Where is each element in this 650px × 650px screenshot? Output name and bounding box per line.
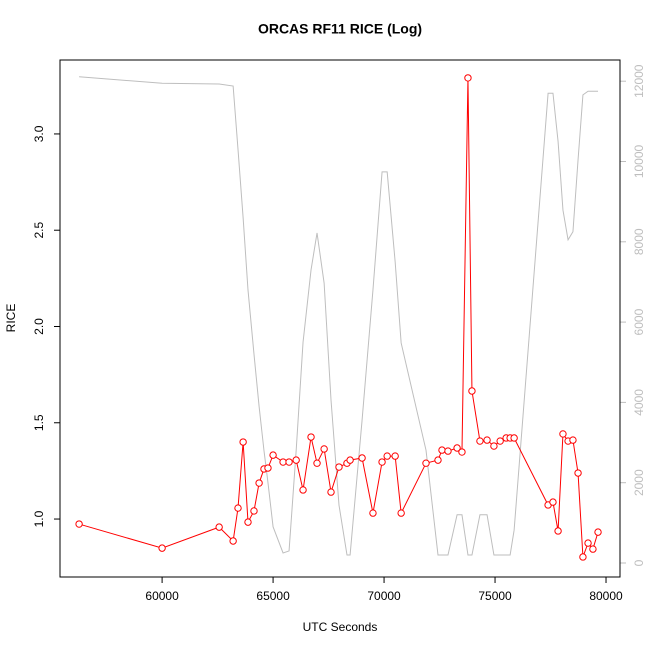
data-point bbox=[215, 523, 223, 531]
y2-tick-label: 4000 bbox=[632, 389, 646, 416]
y2-tick-label: 2000 bbox=[632, 469, 646, 496]
data-point bbox=[397, 509, 405, 517]
data-point bbox=[369, 509, 377, 517]
data-point bbox=[264, 464, 272, 472]
data-point bbox=[239, 438, 247, 446]
data-point bbox=[358, 454, 366, 462]
data-point bbox=[158, 544, 166, 552]
x-tick-label: 80000 bbox=[589, 589, 623, 603]
x-tick-label: 75000 bbox=[478, 589, 512, 603]
data-point bbox=[335, 463, 343, 471]
data-point bbox=[313, 459, 321, 467]
x-tick-label: 60000 bbox=[145, 589, 179, 603]
plot-frame bbox=[59, 59, 621, 578]
data-point bbox=[569, 436, 577, 444]
y-tick-label: 1.5 bbox=[32, 414, 46, 431]
data-point bbox=[299, 486, 307, 494]
y-tick-label: 2.0 bbox=[32, 318, 46, 335]
data-point bbox=[307, 433, 315, 441]
data-point bbox=[244, 518, 252, 526]
data-point bbox=[229, 537, 237, 545]
data-point bbox=[320, 445, 328, 453]
data-point bbox=[510, 434, 518, 442]
data-point bbox=[438, 446, 446, 454]
data-point bbox=[292, 456, 300, 464]
data-point bbox=[589, 545, 597, 553]
y-tick-label: 2.5 bbox=[32, 222, 46, 239]
y2-tick-label: 12000 bbox=[632, 64, 646, 98]
data-point bbox=[496, 437, 504, 445]
y2-tick-label: 6000 bbox=[632, 308, 646, 335]
y-axis-title: RICE bbox=[4, 304, 18, 333]
x-tick-label: 70000 bbox=[367, 589, 401, 603]
data-point bbox=[549, 498, 557, 506]
series-line bbox=[79, 76, 599, 556]
data-point bbox=[490, 442, 498, 450]
data-point bbox=[422, 459, 430, 467]
chart-title: ORCAS RF11 RICE (Log) bbox=[258, 21, 422, 37]
series-line bbox=[78, 77, 599, 558]
data-point bbox=[476, 437, 484, 445]
data-point bbox=[391, 452, 399, 460]
x-axis-title: UTC Seconds bbox=[303, 620, 378, 634]
data-point bbox=[464, 74, 472, 82]
data-point bbox=[434, 456, 442, 464]
data-point bbox=[250, 507, 258, 515]
data-point bbox=[458, 448, 466, 456]
data-point bbox=[468, 387, 476, 395]
y-tick-label: 3.0 bbox=[32, 125, 46, 142]
data-point bbox=[75, 520, 83, 528]
data-point bbox=[453, 444, 461, 452]
data-point bbox=[444, 447, 452, 455]
data-point bbox=[584, 539, 592, 547]
data-point bbox=[574, 469, 582, 477]
y2-tick-label: 10000 bbox=[632, 144, 646, 178]
data-point bbox=[594, 528, 602, 536]
data-point bbox=[378, 458, 386, 466]
x-tick-label: 65000 bbox=[256, 589, 290, 603]
data-point bbox=[383, 452, 391, 460]
data-point bbox=[279, 458, 287, 466]
data-point bbox=[327, 488, 335, 496]
y-tick-label: 1.0 bbox=[32, 510, 46, 527]
y2-tick-label: 0 bbox=[632, 559, 646, 566]
data-point bbox=[346, 456, 354, 464]
data-point bbox=[234, 504, 242, 512]
data-point bbox=[559, 430, 567, 438]
y2-tick-label: 8000 bbox=[632, 228, 646, 255]
data-point bbox=[285, 458, 293, 466]
data-point bbox=[483, 436, 491, 444]
data-point bbox=[554, 527, 562, 535]
data-point bbox=[269, 451, 277, 459]
data-point bbox=[579, 553, 587, 561]
data-point bbox=[255, 479, 263, 487]
